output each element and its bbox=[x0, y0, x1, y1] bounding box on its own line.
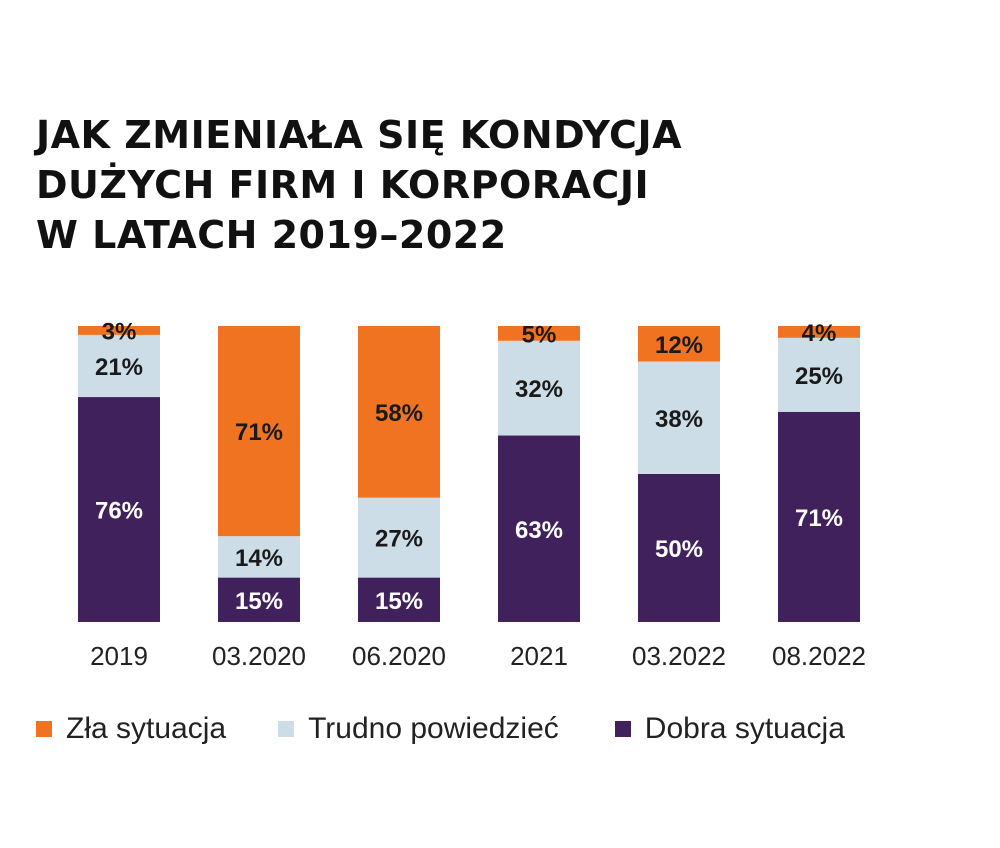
bar-segment-unsure-03.2022 bbox=[638, 361, 720, 474]
legend-label-unsure: Trudno powiedzieć bbox=[308, 712, 559, 745]
bar-segment-bad-08.2022 bbox=[778, 326, 860, 338]
data-label-bad-03.2020: 71% bbox=[235, 419, 283, 446]
bar-segment-bad-03.2020 bbox=[218, 326, 300, 537]
x-tick-label-08.2022: 08.2022 bbox=[772, 641, 866, 671]
legend-label-bad: Zła sytuacja bbox=[66, 712, 227, 745]
chart-title-line-3: W LATACH 2019–2022 bbox=[36, 213, 507, 257]
bar-segment-unsure-2021 bbox=[498, 340, 580, 436]
bar-segment-good-08.2022 bbox=[778, 411, 860, 622]
bar-segment-bad-2019 bbox=[78, 326, 160, 335]
bar-segment-bad-06.2020 bbox=[358, 326, 440, 498]
legend: Zła sytuacja Trudno powiedzieć Dobra syt… bbox=[36, 712, 845, 746]
data-label-good-03.2022: 50% bbox=[655, 536, 703, 563]
data-label-good-03.2020: 15% bbox=[235, 588, 283, 615]
bar-segment-good-03.2020 bbox=[218, 577, 300, 622]
data-label-good-2021: 63% bbox=[515, 517, 563, 544]
chart-title: JAK ZMIENIAŁA SIĘ KONDYCJA DUŻYCH FIRM I… bbox=[36, 110, 682, 260]
data-label-unsure-03.2020: 14% bbox=[235, 545, 283, 572]
data-label-bad-2019: 3% bbox=[102, 318, 137, 345]
bar-segment-bad-2021 bbox=[498, 326, 580, 341]
legend-swatch-good bbox=[614, 721, 631, 737]
legend-swatch-bad bbox=[36, 721, 52, 737]
data-label-good-08.2022: 71% bbox=[795, 505, 843, 532]
chart-title-line-2: DUŻYCH FIRM I KORPORACJI bbox=[36, 163, 650, 207]
x-tick-label-2019: 2019 bbox=[90, 641, 148, 671]
legend-swatch-unsure bbox=[278, 721, 295, 737]
data-label-bad-08.2022: 4% bbox=[802, 320, 837, 347]
legend-item-bad: Zła sytuacja bbox=[36, 712, 226, 746]
data-label-unsure-03.2022: 38% bbox=[655, 406, 703, 433]
legend-item-unsure: Trudno powiedzieć bbox=[278, 712, 559, 746]
bar-segment-unsure-2019 bbox=[78, 334, 160, 398]
data-label-unsure-06.2020: 27% bbox=[375, 526, 423, 553]
data-label-good-2019: 76% bbox=[95, 498, 143, 525]
bar-segment-unsure-08.2022 bbox=[778, 337, 860, 412]
data-label-unsure-2021: 32% bbox=[515, 376, 563, 403]
x-tick-label-03.2022: 03.2022 bbox=[632, 641, 726, 671]
bar-segment-good-2019 bbox=[78, 397, 160, 622]
data-label-good-06.2020: 15% bbox=[375, 588, 423, 615]
bar-segment-good-03.2022 bbox=[638, 474, 720, 622]
data-label-bad-03.2022: 12% bbox=[655, 332, 703, 359]
data-label-unsure-2019: 21% bbox=[95, 354, 143, 381]
x-tick-label-2021: 2021 bbox=[510, 641, 568, 671]
legend-item-good: Dobra sytuacja bbox=[614, 712, 845, 746]
bar-segment-good-06.2020 bbox=[358, 577, 440, 622]
data-label-unsure-08.2022: 25% bbox=[795, 363, 843, 390]
x-tick-label-06.2020: 06.2020 bbox=[352, 641, 446, 671]
bar-segment-good-2021 bbox=[498, 435, 580, 622]
bar-segment-unsure-03.2020 bbox=[218, 536, 300, 578]
x-tick-label-03.2020: 03.2020 bbox=[212, 641, 306, 671]
bar-segment-bad-03.2022 bbox=[638, 326, 720, 362]
data-label-bad-2021: 5% bbox=[522, 321, 557, 348]
bar-segment-unsure-06.2020 bbox=[358, 497, 440, 578]
legend-label-good: Dobra sytuacja bbox=[644, 712, 845, 745]
chart-title-line-1: JAK ZMIENIAŁA SIĘ KONDYCJA bbox=[36, 113, 682, 157]
data-label-bad-06.2020: 58% bbox=[375, 400, 423, 427]
